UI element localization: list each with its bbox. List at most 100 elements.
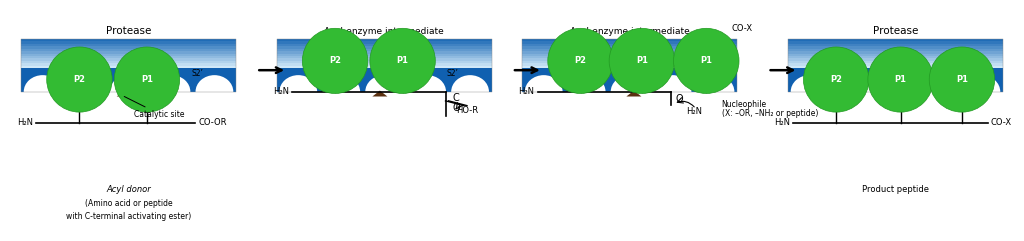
Bar [522, 63, 737, 66]
Text: Catalytic site: Catalytic site [124, 96, 185, 119]
Text: P2: P2 [74, 75, 85, 84]
Text: C: C [453, 94, 460, 103]
Text: CO-X: CO-X [990, 118, 1012, 127]
Text: H₂N: H₂N [17, 118, 34, 127]
Bar [788, 44, 1002, 46]
Polygon shape [892, 91, 907, 96]
Text: Acyl donor: Acyl donor [106, 186, 151, 194]
Bar [276, 44, 492, 46]
Text: with C-terminal activating ester): with C-terminal activating ester) [66, 212, 191, 221]
Ellipse shape [110, 75, 147, 108]
Text: (X: –OR, –NH₂ or peptide): (X: –OR, –NH₂ or peptide) [722, 109, 818, 118]
Ellipse shape [323, 75, 360, 108]
Text: S2’: S2’ [191, 69, 203, 79]
Text: P2: P2 [830, 75, 842, 84]
Text: Acyl-enzyme intermediate: Acyl-enzyme intermediate [569, 27, 689, 36]
Ellipse shape [452, 75, 489, 108]
Bar [276, 48, 492, 51]
Bar [276, 41, 492, 44]
Bar [276, 39, 492, 41]
Ellipse shape [804, 47, 869, 112]
Text: S2: S2 [822, 69, 831, 79]
Text: H₂N: H₂N [774, 118, 791, 127]
Ellipse shape [370, 28, 435, 94]
Text: Nucleophile: Nucleophile [722, 100, 767, 109]
Bar [276, 51, 492, 54]
Bar [522, 41, 737, 44]
Text: S2’: S2’ [446, 69, 459, 79]
Bar [522, 51, 737, 54]
Text: S1: S1 [347, 69, 356, 79]
Bar [276, 53, 492, 56]
Ellipse shape [302, 28, 368, 94]
Bar [276, 39, 492, 92]
Text: S1: S1 [858, 69, 868, 79]
Bar [522, 65, 737, 68]
Bar [788, 41, 1002, 44]
Text: S2’: S2’ [958, 69, 970, 79]
Polygon shape [373, 91, 387, 96]
Bar [22, 46, 236, 49]
Bar [276, 65, 492, 68]
Ellipse shape [196, 75, 233, 108]
Bar [522, 46, 737, 49]
Bar [788, 63, 1002, 66]
Text: P1: P1 [636, 56, 648, 65]
Bar [22, 58, 236, 61]
Bar [22, 39, 236, 41]
Bar [276, 58, 492, 61]
Bar [276, 60, 492, 63]
Ellipse shape [696, 75, 734, 108]
Bar [788, 68, 1002, 92]
Bar [522, 58, 737, 61]
Ellipse shape [791, 75, 828, 108]
Text: P1: P1 [700, 56, 713, 65]
Bar [788, 48, 1002, 51]
Ellipse shape [67, 75, 104, 108]
Text: O: O [676, 94, 683, 104]
Text: S1’: S1’ [411, 69, 422, 79]
Bar [788, 39, 1002, 41]
Bar [22, 53, 236, 56]
Bar [522, 68, 737, 92]
Bar [276, 68, 492, 92]
Ellipse shape [525, 75, 562, 108]
Ellipse shape [868, 47, 933, 112]
Bar [22, 68, 236, 92]
Text: P2: P2 [574, 56, 587, 65]
Text: S1’: S1’ [155, 69, 167, 79]
Text: P1: P1 [895, 75, 906, 84]
Bar [522, 60, 737, 63]
Bar [522, 48, 737, 51]
Text: P1: P1 [956, 75, 968, 84]
Text: P1: P1 [141, 75, 153, 84]
Bar [788, 53, 1002, 56]
Bar [788, 58, 1002, 61]
Text: S2’: S2’ [692, 69, 705, 79]
Ellipse shape [963, 75, 1000, 108]
Text: H₂N: H₂N [273, 87, 289, 96]
Ellipse shape [567, 75, 605, 108]
Bar [788, 39, 1002, 92]
Text: S1’: S1’ [922, 69, 934, 79]
Ellipse shape [929, 47, 994, 112]
Text: S1: S1 [91, 69, 101, 79]
Bar [276, 56, 492, 58]
Text: S1: S1 [593, 69, 602, 79]
Bar [22, 65, 236, 68]
Polygon shape [117, 91, 132, 96]
Bar [22, 56, 236, 58]
Bar [22, 63, 236, 66]
Text: S2: S2 [55, 69, 65, 79]
Ellipse shape [834, 75, 871, 108]
Ellipse shape [653, 75, 691, 108]
Ellipse shape [409, 75, 446, 108]
Text: Product peptide: Product peptide [862, 186, 929, 194]
Bar [522, 56, 737, 58]
Text: H₂N: H₂N [686, 107, 701, 116]
Bar [276, 63, 492, 66]
Bar [22, 51, 236, 54]
Ellipse shape [366, 75, 403, 108]
Ellipse shape [877, 75, 914, 108]
Ellipse shape [548, 28, 613, 94]
